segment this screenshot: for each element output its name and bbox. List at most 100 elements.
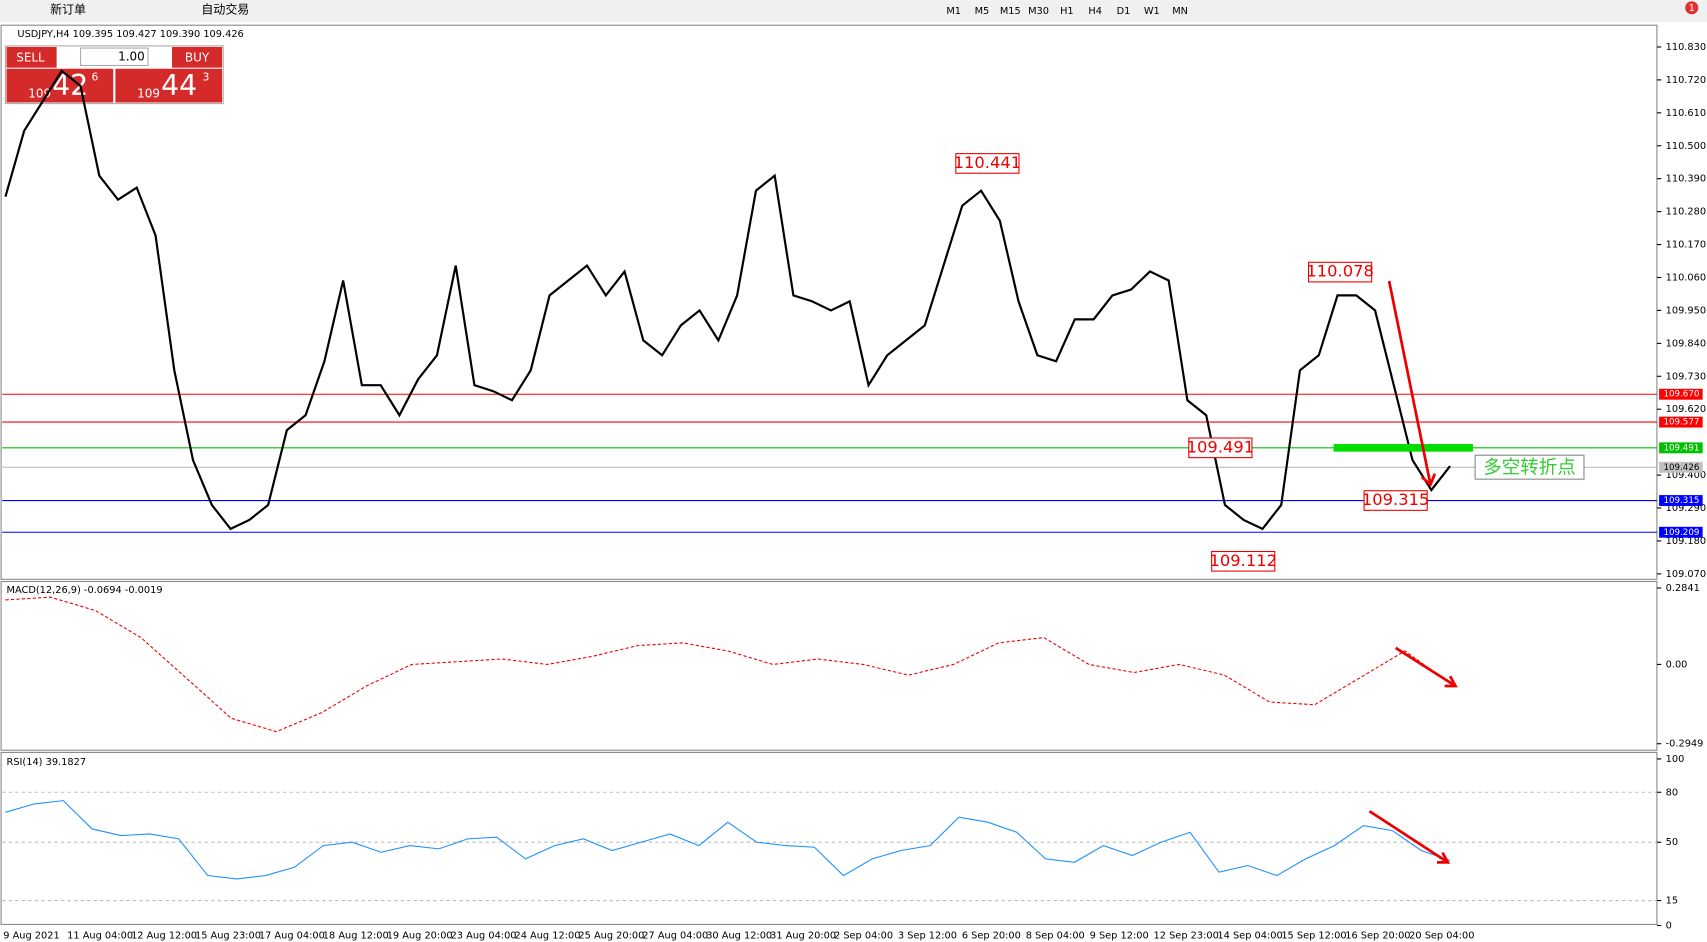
sell-price-sup: 6: [91, 70, 98, 83]
timeframe-button[interactable]: M30: [1028, 6, 1049, 17]
price-tick-label: 109.400: [1666, 470, 1706, 481]
price-tick-label: 109.180: [1666, 536, 1706, 547]
date-label: 30 Aug 12:00: [706, 930, 772, 941]
price-tick-label: 110.610: [1666, 108, 1706, 119]
date-label: 8 Sep 04:00: [1026, 930, 1085, 941]
price-tick-label: 109.290: [1666, 503, 1706, 514]
macd-arrow: [1394, 646, 1458, 688]
rsi-tick-label: 15: [1666, 896, 1678, 907]
date-label: 11 Aug 04:00: [67, 930, 133, 941]
date-label: 3 Sep 12:00: [898, 930, 957, 941]
level-tag-label: 109.577: [1663, 418, 1699, 428]
level-tag-label: 109.315: [1663, 496, 1699, 506]
timeframe-button[interactable]: D1: [1117, 6, 1131, 17]
price-annotation: 110.441: [954, 153, 1021, 172]
pivot-bar: [1333, 444, 1473, 452]
rsi-panel: [0, 751, 1658, 925]
new-order-button[interactable]: 新订单: [50, 1, 86, 16]
date-label: 15 Sep 12:00: [1281, 930, 1346, 941]
level-tag: [1659, 526, 1703, 538]
date-label: 12 Sep 23:00: [1154, 930, 1219, 941]
lot-value: 1.00: [118, 49, 145, 63]
price-annotation-box: [1211, 550, 1276, 572]
date-label: 9 Sep 12:00: [1090, 930, 1149, 941]
sell-label: SELL: [16, 50, 45, 64]
timeframe-button[interactable]: M15: [1000, 6, 1021, 17]
price-tick-label: 109.840: [1666, 338, 1706, 349]
date-label: 15 Aug 23:00: [195, 930, 261, 941]
date-label: 27 Aug 04:00: [642, 930, 708, 941]
date-label: 2 Sep 04:00: [834, 930, 893, 941]
price-tick-label: 110.170: [1666, 240, 1706, 251]
price-tick-label: 110.500: [1666, 141, 1706, 152]
timeframe-button[interactable]: M1: [946, 6, 961, 17]
rsi-arrow: [1368, 810, 1451, 864]
lot-input[interactable]: [80, 47, 149, 67]
timeframe-button[interactable]: W1: [1144, 6, 1160, 17]
buy-price-sup: 3: [202, 70, 209, 83]
date-label: 16 Sep 20:00: [1345, 930, 1410, 941]
price-annotation: 109.315: [1362, 490, 1429, 509]
date-label: 31 Aug 20:00: [770, 930, 836, 941]
buy-price-box[interactable]: [115, 68, 223, 103]
date-label: 24 Aug 12:00: [514, 930, 580, 941]
notification-count: 1: [1689, 3, 1695, 14]
timeframe-button[interactable]: H1: [1060, 6, 1074, 17]
macd-panel: [0, 580, 1658, 751]
level-tag-label: 109.491: [1663, 443, 1699, 453]
auto-trade-button[interactable]: 自动交易: [201, 1, 249, 16]
rsi-label: RSI(14) 39.1827: [7, 757, 87, 768]
notification-badge[interactable]: [1685, 1, 1699, 15]
price-tick-label: 110.390: [1666, 174, 1706, 185]
timeframe-button[interactable]: M5: [975, 6, 990, 17]
macd-tick-label: 0.00: [1666, 659, 1688, 670]
price-tick-label: 110.060: [1666, 272, 1706, 283]
timeframe-button[interactable]: MN: [1172, 6, 1188, 17]
pivot-box: [1474, 454, 1585, 480]
toolbar: [0, 0, 1707, 22]
date-label: 23 Aug 04:00: [451, 930, 517, 941]
pivot-label: 多空转折点: [1483, 457, 1576, 478]
macd-tick-label: -0.2949: [1666, 739, 1704, 750]
level-tag: [1659, 442, 1703, 454]
date-label: 18 Aug 12:00: [323, 930, 389, 941]
timeframe-button[interactable]: H4: [1088, 6, 1102, 17]
date-label: 25 Aug 20:00: [578, 930, 644, 941]
main-chart: [0, 24, 1658, 580]
price-annotation-box: [955, 153, 1020, 174]
level-tag: [1659, 461, 1703, 473]
macd-tick-label: 0.2841: [1666, 583, 1700, 594]
date-label: 9 Aug 2021: [3, 930, 59, 941]
price-tick-label: 110.720: [1666, 75, 1706, 86]
trend-arrow: [1387, 280, 1437, 487]
macd-label: MACD(12,26,9) -0.0694 -0.0019: [7, 585, 163, 596]
price-tick-label: 109.070: [1666, 569, 1706, 580]
buy-label: BUY: [185, 50, 210, 64]
buy-button[interactable]: [172, 46, 223, 68]
chart-info: USDJPY,H4 109.395 109.427 109.390 109.42…: [17, 29, 243, 40]
buy-price-main: 44: [161, 69, 197, 102]
price-annotation-box: [1363, 490, 1428, 511]
level-tag-label: 109.426: [1663, 463, 1699, 473]
price-tick-label: 110.830: [1666, 42, 1706, 53]
sell-button[interactable]: [6, 46, 57, 68]
trade-panel: SELL BUY 1.00 109 42 6 109 44 3: [4, 45, 224, 105]
macd-signal: [5, 596, 1451, 733]
price-tick-label: 109.730: [1666, 371, 1706, 382]
rsi-tick-label: 0: [1666, 921, 1672, 932]
level-tag: [1659, 495, 1703, 506]
rsi-tick-label: 100: [1666, 754, 1685, 765]
rsi-tick-label: 50: [1666, 837, 1678, 848]
level-tag-label: 109.670: [1663, 390, 1699, 400]
price-annotation-box: [1308, 261, 1373, 283]
price-annotation: 109.491: [1187, 437, 1254, 456]
level-tag: [1659, 388, 1703, 400]
level-tag: [1659, 416, 1703, 428]
date-label: 20 Sep 04:00: [1409, 930, 1474, 941]
date-label: 14 Sep 04:00: [1217, 930, 1282, 941]
buy-price-big: 109: [137, 86, 160, 100]
rsi-line: [5, 800, 1451, 880]
price-annotation-box: [1188, 437, 1253, 459]
